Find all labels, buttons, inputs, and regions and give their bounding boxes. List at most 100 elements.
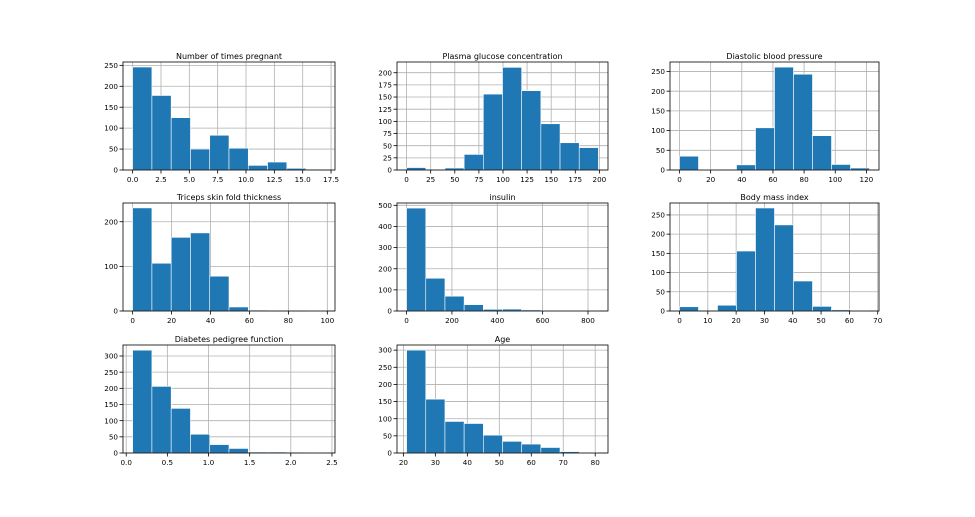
y-tick-label: 200 [651, 87, 665, 96]
y-tick-label: 50 [656, 146, 666, 155]
y-tick-label: 200 [104, 82, 118, 91]
y-tick-label: 150 [378, 397, 392, 406]
histogram-bar [228, 448, 249, 454]
x-tick-label: 20 [167, 316, 177, 325]
histogram-bar [717, 304, 737, 312]
x-tick-label: 600 [536, 316, 550, 325]
histogram-bar [425, 398, 446, 454]
axes-frame [396, 344, 609, 454]
x-tick-label: 120 [860, 175, 874, 184]
histogram-panel-3: 0 20 40 60 80 100 120 0 50 100 150 200 250 Diastolic … [651, 52, 880, 184]
axes-frame [122, 61, 336, 171]
x-tick-label: 0.0 [127, 175, 139, 184]
x-tick-label: 2.5 [155, 175, 166, 184]
x-tick-label: 20 [732, 316, 742, 325]
y-tick-label: 300 [378, 346, 392, 355]
y-tick-label: 150 [378, 93, 392, 102]
histogram-bar [679, 306, 699, 312]
histogram-bar [444, 295, 465, 312]
y-tick-label: 0 [387, 307, 392, 316]
y-tick-label: 150 [104, 400, 118, 409]
histogram-bar [209, 275, 230, 312]
y-tick-label: 0 [113, 166, 118, 175]
x-tick-label: 60 [527, 458, 537, 467]
y-tick-label: 100 [378, 117, 392, 126]
histogram-bar [151, 95, 172, 171]
histogram-panel-8: 20 30 40 50 60 70 80 0 50 100 150 200 250 300 Age [378, 335, 609, 467]
x-tick-label: 40 [463, 458, 473, 467]
x-tick-label: 20 [399, 458, 409, 467]
y-tick-label: 50 [383, 431, 393, 440]
x-tick-label: 50 [495, 458, 505, 467]
y-tick-label: 250 [104, 368, 118, 377]
x-tick-label: 25 [426, 175, 435, 184]
y-tick-label: 50 [109, 145, 119, 154]
y-tick-label: 50 [656, 287, 666, 296]
x-tick-label: 60 [845, 316, 855, 325]
y-tick-label: 100 [378, 285, 392, 294]
y-tick-label: 50 [383, 141, 393, 150]
histogram-bar [774, 224, 794, 312]
y-tick-label: 250 [104, 61, 118, 70]
x-tick-label: 100 [496, 175, 510, 184]
histogram-bar [209, 134, 230, 171]
histogram-bar [540, 123, 561, 171]
x-tick-label: 200 [445, 316, 459, 325]
histogram-bar [559, 142, 580, 171]
y-tick-label: 100 [378, 414, 392, 423]
x-tick-label: 2.0 [285, 458, 297, 467]
x-tick-label: 150 [544, 175, 558, 184]
x-tick-label: 20 [706, 175, 716, 184]
y-tick-label: 250 [651, 67, 665, 76]
y-tick-label: 75 [383, 129, 392, 138]
axes-frame [669, 202, 880, 312]
y-tick-label: 300 [378, 243, 392, 252]
histogram-bar [483, 93, 503, 171]
panel-title: Diabetes pedigree function [175, 335, 284, 344]
histogram-panel-1: 0.0 2.5 5.0 7.5 10.0 12.5 15.0 17.5 0 50 100 150 200… [104, 52, 339, 184]
x-tick-label: 40 [737, 175, 747, 184]
axes-frame [396, 61, 609, 171]
panel-title: Diastolic blood pressure [726, 52, 822, 61]
y-tick-label: 150 [651, 249, 665, 258]
panel-title: Age [495, 335, 511, 344]
histogram-bar [132, 66, 153, 171]
histogram-bar [228, 147, 249, 171]
y-tick-label: 125 [378, 105, 392, 114]
histogram-bar [812, 306, 832, 312]
x-tick-label: 400 [490, 316, 504, 325]
y-tick-label: 100 [104, 416, 118, 425]
x-tick-label: 800 [581, 316, 595, 325]
x-tick-label: 80 [284, 316, 294, 325]
x-tick-label: 100 [320, 316, 334, 325]
y-tick-label: 0 [660, 166, 665, 175]
histogram-bar [425, 277, 446, 312]
histogram-bar [463, 154, 484, 171]
y-tick-label: 0 [387, 166, 392, 175]
histogram-bar [170, 408, 191, 454]
histogram-bar [578, 147, 599, 171]
x-tick-label: 0 [404, 316, 409, 325]
histogram-bar [209, 444, 230, 454]
y-tick-label: 200 [104, 384, 118, 393]
histogram-bar [228, 306, 249, 312]
x-tick-label: 10.0 [238, 175, 254, 184]
histogram-bar [521, 443, 542, 454]
x-tick-label: 80 [800, 175, 810, 184]
histogram-bar [463, 423, 484, 454]
panel-title: Body mass index [740, 193, 808, 202]
histogram-bar [151, 386, 172, 454]
histogram-bar [190, 433, 211, 454]
x-tick-label: 30 [431, 458, 441, 467]
x-tick-label: 60 [768, 175, 778, 184]
y-tick-label: 25 [383, 153, 392, 162]
histogram-bar [502, 441, 522, 454]
histogram-bar [812, 135, 832, 171]
histogram-bar [132, 349, 153, 454]
x-tick-label: 17.5 [323, 175, 339, 184]
y-tick-label: 400 [378, 222, 392, 231]
histogram-bar [463, 304, 484, 312]
x-tick-label: 50 [817, 316, 827, 325]
panel-title: insulin [489, 193, 515, 202]
